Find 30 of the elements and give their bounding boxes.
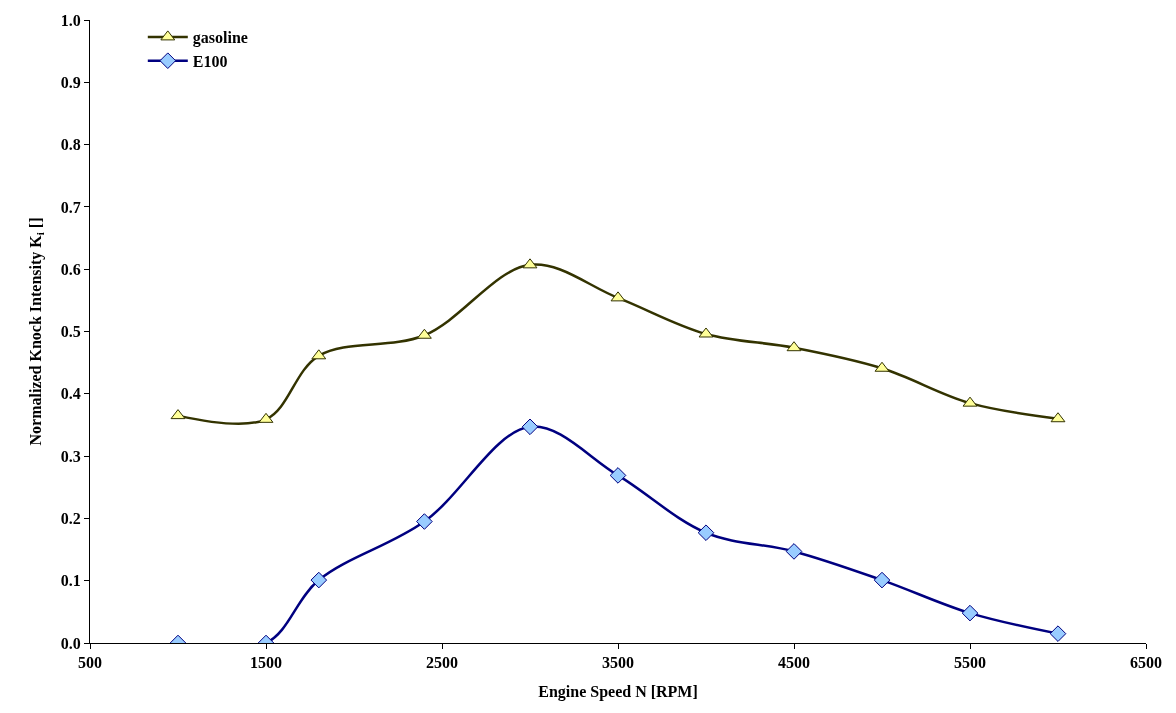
y-tick-label: 0.1	[60, 572, 81, 590]
y-tick-label: 0.6	[60, 260, 81, 278]
y-tick-label: 0.8	[60, 136, 81, 154]
point	[785, 543, 803, 560]
x-axis-title: Engine Speed N [RPM]	[538, 682, 698, 701]
point	[873, 571, 891, 589]
y-tick-label: 1.0	[60, 11, 81, 29]
y-tick-label: 0.7	[60, 198, 81, 216]
point	[521, 418, 539, 436]
legend-label: gasoline	[192, 29, 248, 48]
y-tick-label: 0.5	[60, 323, 81, 341]
point	[961, 604, 979, 622]
y-tick-label: 0.2	[60, 510, 81, 527]
point	[697, 524, 715, 542]
x-tick-label: 6500	[1130, 654, 1162, 672]
point	[609, 467, 627, 484]
y-tick-label: 0.3	[60, 447, 81, 465]
x-tick-label: 4500	[778, 654, 810, 672]
x-tick-label: 5500	[954, 654, 986, 672]
x-tick-label: 500	[78, 654, 102, 672]
y-tick-label: 0.0	[60, 634, 81, 652]
x-tick-label: 2500	[426, 654, 458, 672]
y-tick-label: 0.9	[60, 73, 81, 91]
legend-label: E100	[192, 52, 228, 70]
point	[416, 513, 433, 530]
point	[310, 571, 328, 589]
x-tick-label: 1500	[250, 654, 282, 672]
x-tick-label: 3500	[602, 654, 634, 672]
y-tick-label: 0.4	[60, 385, 81, 403]
point	[1049, 625, 1067, 642]
